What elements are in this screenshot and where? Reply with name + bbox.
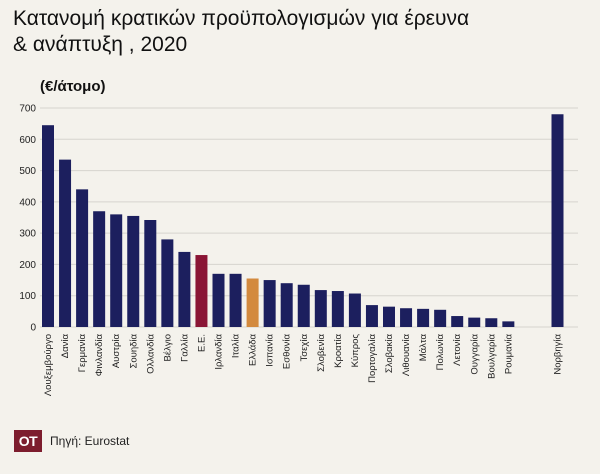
x-tick-label: Μάλτα xyxy=(418,334,429,362)
x-tick-label: Σλοβενία xyxy=(316,334,327,372)
bar xyxy=(263,280,276,327)
bar xyxy=(314,290,327,327)
chart-title: Κατανομή κρατικών προϋπολογισμών για έρε… xyxy=(13,6,583,58)
bar xyxy=(42,125,54,327)
bar xyxy=(144,220,157,327)
x-tick-label: Ολλανδία xyxy=(145,334,156,374)
x-tick-label: Πολωνία xyxy=(435,333,446,370)
bar xyxy=(417,308,430,327)
x-tick-label: Ιρλανδία xyxy=(214,333,225,369)
y-tick-label: 100 xyxy=(19,291,36,302)
bar xyxy=(178,251,191,327)
bar-chart: 0 100 200 300 400 500 600 700 Λουξεμβούργο Δανία… xyxy=(19,104,578,396)
bar xyxy=(551,114,564,327)
footer: OT Πηγή: Eurostat xyxy=(14,430,129,452)
x-tick-label: Λιθουανία xyxy=(401,334,412,377)
x-tick-label: Βέλγιο xyxy=(162,334,173,361)
bar xyxy=(468,317,481,327)
x-tick-label: Ουγγαρία xyxy=(469,334,480,375)
bar xyxy=(212,273,225,327)
bar xyxy=(451,316,464,327)
x-tick-label: Γερμανία xyxy=(77,334,88,373)
bar xyxy=(348,293,361,327)
bar xyxy=(280,283,293,327)
bar xyxy=(297,284,310,327)
x-tick-label: Βουλγαρία xyxy=(486,334,497,379)
bar xyxy=(485,318,498,327)
y-tick-label: 700 xyxy=(19,104,36,115)
x-tick-label: Αυστρία xyxy=(111,333,122,368)
title-line-1: Κατανομή κρατικών προϋπολογισμών για έρε… xyxy=(13,7,470,30)
x-tick-label: Ισπανία xyxy=(265,334,276,367)
x-tick-label: Ιταλία xyxy=(231,333,242,358)
x-tick-label: Σλοβακία xyxy=(384,333,395,373)
x-tick-label: Σουηδία xyxy=(128,333,139,368)
y-tick-label: 400 xyxy=(19,197,36,208)
x-tick-label: Λουξεμβούργο xyxy=(43,334,54,396)
bar xyxy=(93,211,106,327)
y-tick-label: 500 xyxy=(19,166,36,177)
y-tick-label: 300 xyxy=(19,229,36,240)
x-tick-label: Δανία xyxy=(60,334,71,359)
x-tick-label: Νορβηγία xyxy=(553,333,564,374)
title-line-2: & ανάπτυξη , 2020 xyxy=(13,33,188,56)
x-tick-label: Ρουμανία xyxy=(503,333,514,374)
bar xyxy=(331,291,344,327)
x-tick-label: Κύπρος xyxy=(350,334,361,368)
x-tick-label: Ε.Ε. xyxy=(196,334,207,352)
bar xyxy=(195,255,208,327)
x-tick-label: Γαλλία xyxy=(179,333,190,361)
x-tick-label: Φινλανδία xyxy=(94,334,105,377)
bar xyxy=(502,321,515,327)
y-tick-label: 0 xyxy=(30,323,36,334)
x-axis-ticks: Λουξεμβούργο Δανία Γερμανία Φινλανδία Αυστρί… xyxy=(43,333,564,396)
bar xyxy=(59,159,72,327)
bar xyxy=(229,273,242,327)
bar xyxy=(161,239,174,327)
bar xyxy=(400,308,413,327)
bar xyxy=(383,306,395,327)
bar xyxy=(110,214,123,327)
x-tick-label: Πορτογαλία xyxy=(367,334,378,383)
unit-label: (€/άτομο) xyxy=(40,78,106,95)
y-tick-label: 600 xyxy=(19,135,36,146)
bars xyxy=(42,114,564,327)
ot-logo: OT xyxy=(14,430,42,452)
x-tick-label: Τσεχία xyxy=(299,333,310,361)
bar xyxy=(76,189,89,327)
x-tick-label: Ελλάδα xyxy=(248,333,259,365)
bar xyxy=(365,305,378,327)
bar xyxy=(246,278,259,327)
bar xyxy=(127,215,140,327)
bar xyxy=(434,309,447,327)
x-tick-label: Κροατία xyxy=(333,333,344,367)
x-tick-label: Λετονία xyxy=(452,334,463,366)
source-note: Πηγή: Eurostat xyxy=(50,434,130,448)
y-tick-label: 200 xyxy=(19,260,36,271)
y-axis-ticks: 0 100 200 300 400 500 600 700 xyxy=(19,104,36,334)
x-tick-label: Εσθονία xyxy=(282,333,293,369)
